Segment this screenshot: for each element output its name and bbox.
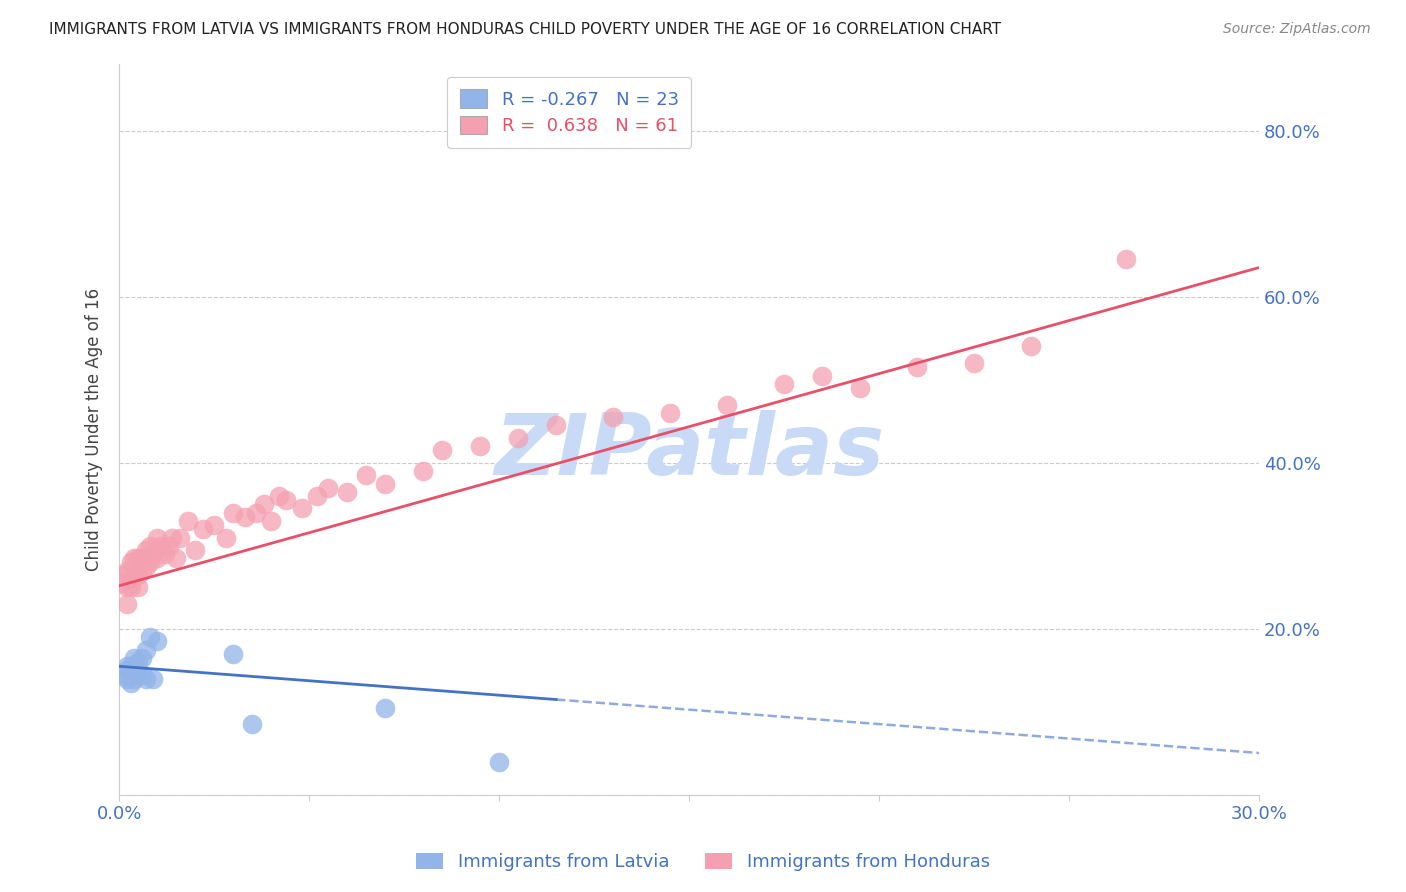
Point xyxy=(267,489,290,503)
Point xyxy=(135,559,157,574)
Point xyxy=(131,551,153,566)
Point xyxy=(716,398,738,412)
Point xyxy=(245,506,267,520)
Point xyxy=(202,518,225,533)
Point xyxy=(240,717,263,731)
Point xyxy=(135,672,157,686)
Point xyxy=(291,501,314,516)
Point xyxy=(142,672,165,686)
Point xyxy=(142,547,165,561)
Point xyxy=(120,581,142,595)
Point xyxy=(488,755,510,769)
Point xyxy=(124,672,146,686)
Point xyxy=(115,664,138,678)
Point xyxy=(191,522,214,536)
Point xyxy=(120,667,142,681)
Point xyxy=(508,431,530,445)
Point xyxy=(127,551,149,566)
Point xyxy=(124,551,146,566)
Point xyxy=(659,406,682,420)
Point xyxy=(131,667,153,681)
Point xyxy=(115,659,138,673)
Point xyxy=(1115,252,1137,267)
Point xyxy=(470,439,492,453)
Point xyxy=(127,655,149,669)
Point xyxy=(131,564,153,578)
Point xyxy=(905,360,928,375)
Legend: R = -0.267   N = 23, R =  0.638   N = 61: R = -0.267 N = 23, R = 0.638 N = 61 xyxy=(447,77,692,148)
Point xyxy=(115,564,138,578)
Point xyxy=(811,368,834,383)
Point xyxy=(430,443,453,458)
Point xyxy=(138,539,160,553)
Point xyxy=(120,659,142,673)
Point xyxy=(146,551,169,566)
Point xyxy=(374,476,396,491)
Point xyxy=(115,581,138,595)
Point xyxy=(150,539,173,553)
Point xyxy=(214,531,236,545)
Point xyxy=(124,651,146,665)
Point xyxy=(112,667,135,681)
Point xyxy=(135,642,157,657)
Text: ZIPatlas: ZIPatlas xyxy=(494,410,884,493)
Point xyxy=(131,651,153,665)
Point xyxy=(127,581,149,595)
Point xyxy=(354,468,377,483)
Point xyxy=(124,568,146,582)
Point xyxy=(374,701,396,715)
Point xyxy=(260,514,283,528)
Y-axis label: Child Poverty Under the Age of 16: Child Poverty Under the Age of 16 xyxy=(86,288,103,571)
Point xyxy=(276,493,298,508)
Point xyxy=(127,664,149,678)
Point xyxy=(115,672,138,686)
Point xyxy=(120,572,142,586)
Point xyxy=(127,568,149,582)
Point xyxy=(336,484,359,499)
Point xyxy=(165,551,187,566)
Point xyxy=(1019,339,1042,353)
Point xyxy=(138,556,160,570)
Point xyxy=(222,647,245,661)
Point xyxy=(146,531,169,545)
Point xyxy=(169,531,191,545)
Text: Source: ZipAtlas.com: Source: ZipAtlas.com xyxy=(1223,22,1371,37)
Point xyxy=(138,630,160,644)
Point xyxy=(112,568,135,582)
Point xyxy=(253,497,276,511)
Point xyxy=(146,634,169,648)
Point xyxy=(546,418,568,433)
Point xyxy=(305,489,328,503)
Point xyxy=(184,543,207,558)
Point xyxy=(222,506,245,520)
Point xyxy=(124,659,146,673)
Point xyxy=(849,381,872,395)
Point xyxy=(176,514,198,528)
Point xyxy=(120,676,142,690)
Point xyxy=(412,464,434,478)
Point xyxy=(153,547,176,561)
Point xyxy=(773,376,796,391)
Text: IMMIGRANTS FROM LATVIA VS IMMIGRANTS FROM HONDURAS CHILD POVERTY UNDER THE AGE O: IMMIGRANTS FROM LATVIA VS IMMIGRANTS FRO… xyxy=(49,22,1001,37)
Point xyxy=(157,539,180,553)
Legend: Immigrants from Latvia, Immigrants from Honduras: Immigrants from Latvia, Immigrants from … xyxy=(409,846,997,879)
Point xyxy=(602,410,624,425)
Point xyxy=(135,543,157,558)
Point xyxy=(115,597,138,611)
Point xyxy=(316,481,339,495)
Point xyxy=(233,509,256,524)
Point xyxy=(162,531,184,545)
Point xyxy=(963,356,986,370)
Point xyxy=(112,576,135,591)
Point xyxy=(120,556,142,570)
